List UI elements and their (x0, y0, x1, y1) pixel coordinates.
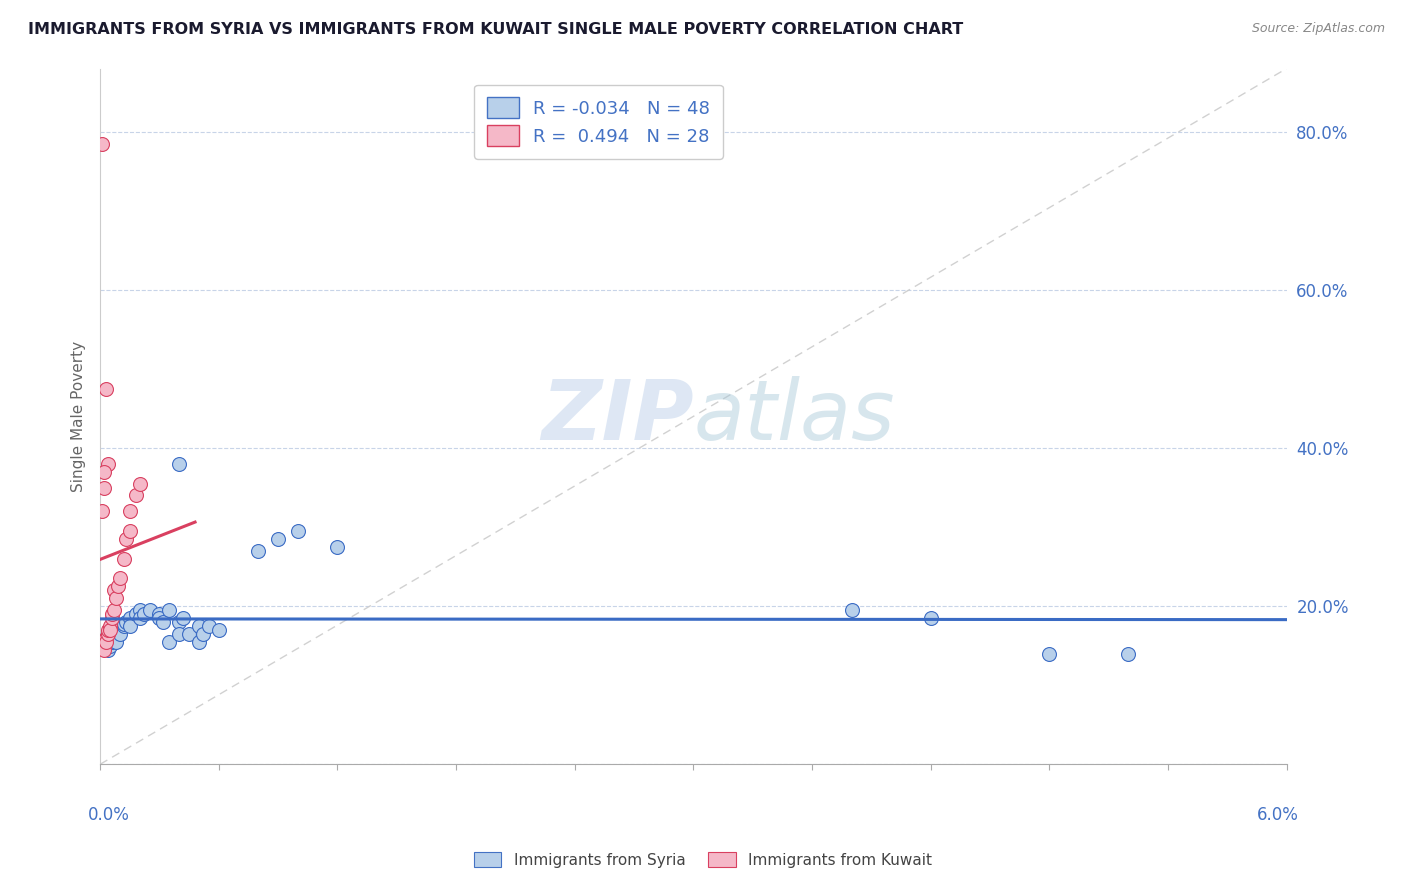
Point (1118, 647, 1140, 661)
Point (104, 624, 127, 639)
Point (118, 619, 141, 633)
Point (167, 457, 190, 471)
Point (152, 615, 174, 629)
Point (125, 607, 148, 621)
Point (98, 639, 121, 653)
Point (103, 603, 125, 617)
Point (128, 611, 150, 625)
Point (97, 627, 120, 641)
Point (148, 611, 170, 625)
Point (101, 611, 124, 625)
Point (128, 476, 150, 491)
Text: atlas: atlas (693, 376, 896, 457)
Point (93, 634, 115, 648)
Point (114, 532, 136, 546)
Point (188, 619, 211, 633)
Legend: Immigrants from Syria, Immigrants from Kuwait: Immigrants from Syria, Immigrants from K… (467, 844, 939, 875)
Point (103, 631, 125, 645)
Point (112, 619, 135, 633)
Point (103, 583, 125, 598)
Point (167, 615, 190, 629)
Point (118, 524, 141, 538)
Point (191, 627, 214, 641)
Point (167, 627, 190, 641)
Point (91, 634, 114, 648)
Point (93, 465, 115, 479)
Y-axis label: Single Male Poverty: Single Male Poverty (72, 341, 86, 492)
Point (98, 623, 121, 637)
Point (188, 634, 211, 648)
Point (104, 591, 127, 606)
Point (97, 457, 120, 471)
Point (94, 631, 117, 645)
Text: Source: ZipAtlas.com: Source: ZipAtlas.com (1251, 22, 1385, 36)
Point (93, 481, 115, 495)
Point (97, 637, 120, 651)
Point (107, 579, 129, 593)
Point (920, 611, 942, 625)
Point (94, 640, 117, 655)
Point (98, 632, 121, 647)
Point (101, 607, 124, 621)
Point (97, 642, 120, 657)
Point (287, 524, 309, 538)
Text: 0.0%: 0.0% (89, 806, 131, 824)
Point (118, 611, 141, 625)
Text: ZIP: ZIP (541, 376, 693, 457)
Point (93, 639, 115, 653)
Point (148, 607, 170, 621)
Point (91, 504, 114, 518)
Point (93, 642, 115, 657)
Point (125, 488, 148, 502)
Point (101, 629, 124, 643)
Point (247, 543, 270, 558)
Legend: R = -0.034   N = 48, R =  0.494   N = 28: R = -0.034 N = 48, R = 0.494 N = 28 (474, 85, 723, 159)
Point (94, 634, 117, 648)
Point (132, 607, 155, 621)
Point (104, 634, 127, 648)
Point (1038, 647, 1060, 661)
Point (118, 504, 141, 518)
Point (101, 634, 124, 648)
Point (841, 603, 863, 617)
Point (94, 631, 117, 645)
Point (103, 627, 125, 641)
Point (172, 611, 194, 625)
Point (198, 619, 221, 633)
Point (267, 532, 290, 546)
Point (157, 603, 180, 617)
Point (108, 627, 131, 641)
Point (98, 619, 121, 633)
Point (94, 382, 117, 396)
Point (112, 551, 135, 566)
Point (326, 540, 349, 554)
Point (91, 136, 114, 151)
Text: 6.0%: 6.0% (1257, 806, 1299, 824)
Point (128, 603, 150, 617)
Point (112, 616, 135, 631)
Point (179, 627, 201, 641)
Point (108, 572, 131, 586)
Point (97, 623, 120, 637)
Point (157, 634, 180, 648)
Point (138, 603, 160, 617)
Point (108, 623, 131, 637)
Point (208, 623, 231, 637)
Text: IMMIGRANTS FROM SYRIA VS IMMIGRANTS FROM KUWAIT SINGLE MALE POVERTY CORRELATION : IMMIGRANTS FROM SYRIA VS IMMIGRANTS FROM… (28, 22, 963, 37)
Point (114, 615, 136, 629)
